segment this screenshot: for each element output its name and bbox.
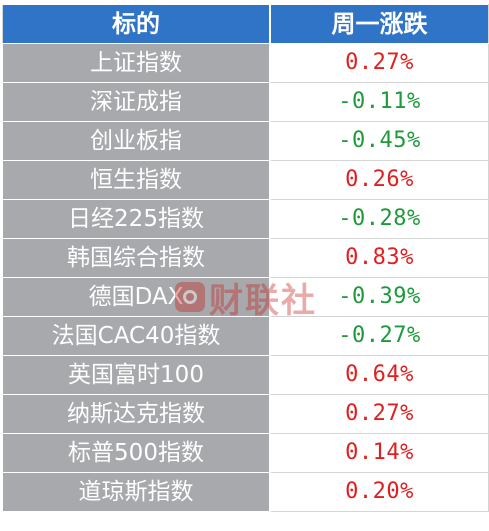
index-name: 德国DAX [2,277,271,317]
index-change: -0.28% [269,199,489,239]
table-row: 创业板指 -0.45% [2,121,489,161]
index-name: 日经225指数 [2,199,271,239]
index-change: 0.14% [269,433,489,473]
table-header: 标的 周一涨跌 [2,4,489,44]
market-change-table: 标的 周一涨跌 上证指数 0.27% 深证成指 -0.11% 创业板指 -0.4… [2,4,489,512]
index-name: 深证成指 [2,82,271,122]
table-row: 英国富时100 0.64% [2,355,489,395]
index-change: -0.27% [269,316,489,356]
header-monday-change: 周一涨跌 [269,4,489,44]
table-row: 日经225指数 -0.28% [2,199,489,239]
index-name: 英国富时100 [2,355,271,395]
index-name: 道琼斯指数 [2,472,271,512]
index-change: 0.64% [269,355,489,395]
index-change: -0.11% [269,82,489,122]
table-body: 上证指数 0.27% 深证成指 -0.11% 创业板指 -0.45% 恒生指数 … [2,43,489,512]
index-change: 0.83% [269,238,489,278]
header-index-name: 标的 [2,4,271,44]
index-name: 法国CAC40指数 [2,316,271,356]
index-name: 恒生指数 [2,160,271,200]
index-name: 韩国综合指数 [2,238,271,278]
table-row: 深证成指 -0.11% [2,82,489,122]
index-change: -0.39% [269,277,489,317]
index-change: -0.45% [269,121,489,161]
index-change: 0.27% [269,394,489,434]
table-row: 标普500指数 0.14% [2,433,489,473]
table-row: 法国CAC40指数 -0.27% [2,316,489,356]
table-row: 道琼斯指数 0.20% [2,472,489,512]
table-row: 德国DAX -0.39% [2,277,489,317]
table-row: 纳斯达克指数 0.27% [2,394,489,434]
index-change: 0.26% [269,160,489,200]
header-row: 标的 周一涨跌 [2,4,489,44]
table-row: 韩国综合指数 0.83% [2,238,489,278]
index-name: 上证指数 [2,43,271,83]
index-name: 纳斯达克指数 [2,394,271,434]
index-change: 0.20% [269,472,489,512]
table-row: 上证指数 0.27% [2,43,489,83]
table-row: 恒生指数 0.26% [2,160,489,200]
index-change: 0.27% [269,43,489,83]
index-name: 创业板指 [2,121,271,161]
index-name: 标普500指数 [2,433,271,473]
